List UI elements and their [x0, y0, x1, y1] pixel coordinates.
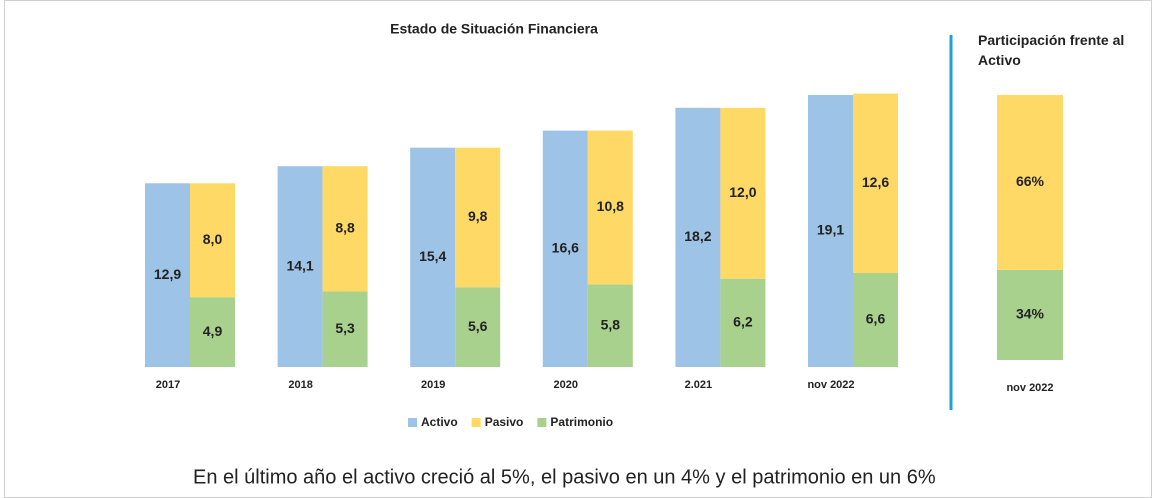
value-label: 66%: [1016, 173, 1045, 189]
value-label: 5,8: [601, 316, 621, 332]
value-label: 14,1: [286, 257, 313, 273]
legend-label: Activo: [421, 415, 458, 429]
value-label: 5,3: [335, 320, 355, 336]
legend-label: Pasivo: [485, 415, 524, 429]
value-label: 12,9: [154, 266, 181, 282]
value-label: 6,6: [866, 311, 886, 327]
bar: [277, 166, 323, 367]
bar-segment: [587, 130, 633, 285]
x-tick-label: 2019: [421, 379, 445, 391]
value-label: 9,8: [468, 208, 488, 224]
bar-segment: [455, 287, 501, 367]
value-label: 12,6: [862, 174, 889, 190]
value-label: 34%: [1016, 306, 1045, 322]
value-label: 5,6: [468, 318, 488, 334]
legend-label: Patrimonio: [550, 415, 613, 429]
bar-segment: [455, 147, 501, 288]
bar-segment: [720, 107, 766, 279]
value-label: 8,0: [203, 231, 223, 247]
bar: [675, 107, 721, 367]
share-title: Participación frente al Activo: [978, 32, 1125, 68]
bar: [808, 95, 853, 367]
value-label: 4,9: [203, 323, 223, 339]
bar-segment: [997, 95, 1063, 270]
value-label: 19,1: [817, 222, 844, 238]
bar: [410, 147, 456, 367]
bar-segment: [720, 278, 766, 367]
bar: [145, 183, 190, 367]
value-label: 16,6: [552, 240, 579, 256]
bar-segment: [190, 297, 235, 367]
x-tick-label: nov 2022: [807, 379, 854, 391]
value-label: 6,2: [733, 314, 753, 330]
value-label: 15,4: [419, 248, 446, 264]
bar-segment: [997, 269, 1063, 360]
x-tick-label: nov 2022: [1006, 382, 1053, 394]
legend-swatch: [408, 418, 417, 427]
bar-segment: [853, 273, 898, 367]
x-tick-label: 2020: [554, 379, 578, 391]
legend-swatch: [471, 418, 481, 427]
x-tick-label: 2017: [156, 379, 180, 391]
x-tick-label: 2.021: [685, 379, 713, 391]
legend-swatch: [537, 418, 547, 427]
bar-segment: [322, 291, 368, 367]
bar: [542, 130, 588, 367]
bar-segment: [853, 93, 898, 274]
bar-segment: [190, 183, 235, 298]
value-label: 10,8: [597, 198, 624, 214]
value-label: 18,2: [684, 228, 711, 244]
bar-segment: [587, 284, 633, 367]
value-label: 12,0: [729, 184, 756, 200]
x-tick-label: 2018: [288, 379, 312, 391]
bar-segment: [322, 166, 368, 292]
note: En el último año el activo creció al 5%,…: [193, 466, 936, 488]
chart-title: Estado de Situación Financiera: [390, 21, 598, 37]
value-label: 8,8: [335, 220, 355, 236]
